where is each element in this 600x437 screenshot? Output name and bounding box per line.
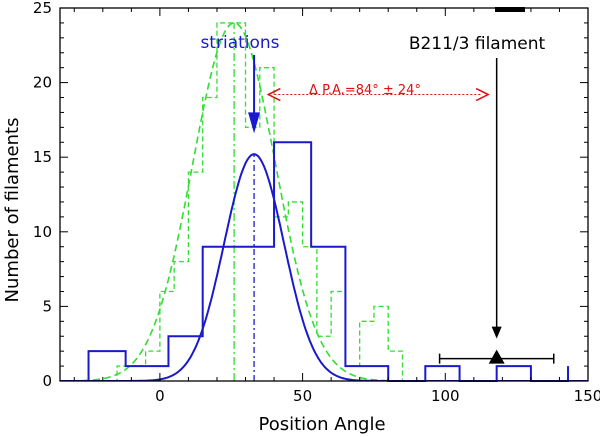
x-axis-label: Position Angle — [258, 414, 385, 435]
delta-pa-arrow-head-right — [475, 87, 490, 102]
x-tick-label: 0 — [155, 387, 165, 405]
x-tick-label: 50 — [293, 387, 312, 405]
y-tick-label: 5 — [42, 297, 52, 315]
y-tick-label: 0 — [42, 372, 52, 390]
striations-arrow-head — [248, 112, 261, 134]
delta-pa-arrow-head-left — [266, 87, 281, 102]
top-marker-bar — [495, 7, 525, 12]
filament-label: B211/3 filament — [409, 34, 546, 54]
y-tick-label: 10 — [33, 223, 52, 241]
y-tick-label: 20 — [33, 74, 52, 92]
striations-histogram — [87, 141, 570, 382]
striations-label: striations — [200, 33, 279, 53]
x-tick-label: 100 — [431, 387, 460, 405]
delta-pa-label: Δ P.A.=84° ± 24° — [309, 83, 421, 98]
plot-frame — [59, 7, 589, 382]
y-axis-label: Number of filaments — [2, 118, 23, 303]
x-tick-label: 150 — [574, 387, 600, 405]
y-tick-label: 25 — [33, 0, 52, 17]
filament-arrow-head — [491, 326, 502, 339]
filament-marker — [488, 349, 505, 364]
y-tick-label: 15 — [33, 148, 52, 166]
plot-layer: 0 50 100 150 0 5 10 15 20 25 — [33, 0, 600, 405]
green-gaussian-fit — [60, 22, 588, 381]
green-histogram — [74, 22, 446, 381]
